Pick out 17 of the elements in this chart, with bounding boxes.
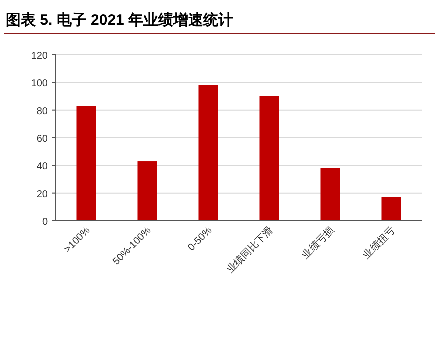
x-tick-label: 业绩扭亏 [360,224,398,262]
bar [76,106,96,221]
y-tick-label: 0 [42,217,48,228]
bar [260,96,280,221]
y-tick-label: 100 [31,78,48,90]
y-tick-label: 60 [36,134,48,145]
bar [138,162,158,221]
bar [198,85,218,221]
y-tick-label: 40 [36,162,48,173]
x-tick-label: 业绩亏损 [300,224,337,262]
y-tick-label: 80 [36,106,48,118]
x-tick-label: 业绩同比下滑 [224,224,276,276]
y-tick-label: 20 [36,189,48,200]
bar [320,168,340,221]
bar [382,197,402,221]
y-tick-label: 120 [31,51,48,62]
chart-title: 图表 5. 电子 2021 年业绩增速统计 [6,12,234,29]
